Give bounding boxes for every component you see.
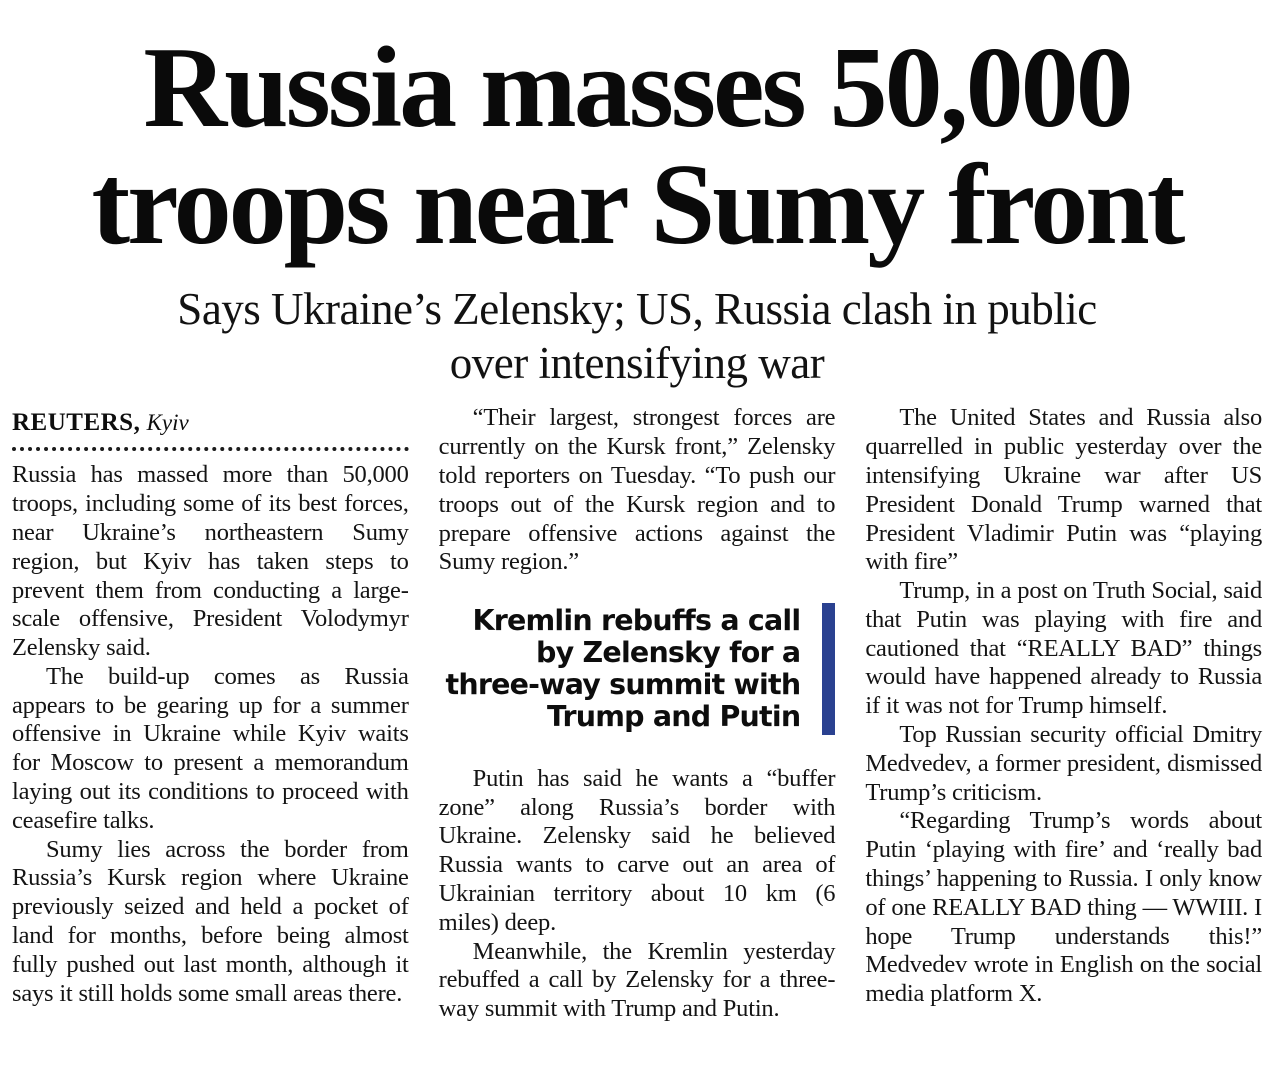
paragraph-col1-3: Sumy lies across the border from Russia’… — [12, 835, 409, 1007]
subheadline-line-1: Says Ukraine’s Zelensky; US, Russia clas… — [177, 284, 1097, 335]
byline-location: Kyiv — [146, 410, 189, 436]
paragraph-col3-1: The United States and Russia also quarre… — [865, 404, 1263, 576]
paragraph-col3-3: Top Russian security official Dmitry Med… — [865, 721, 1263, 806]
paragraph-col3-4: “Regarding Trump’s words about Putin ‘pl… — [865, 807, 1263, 1008]
paragraph-col2-2: Putin has said he wants a “buffer zone” … — [438, 764, 836, 936]
paragraph-col2-lead: “Their largest, strongest forces are cur… — [438, 404, 836, 576]
dotted-divider — [12, 447, 409, 452]
headline: Russia masses 50,000 troops near Sumy fr… — [12, 24, 1262, 270]
subheadline: Says Ukraine’s Zelensky; US, Russia clas… — [12, 282, 1262, 390]
column-2: “Their largest, strongest forces are cur… — [439, 404, 836, 1024]
paragraph-col2-3: Meanwhile, the Kremlin yesterday rebuffe… — [438, 937, 836, 1023]
byline: REUTERS, Kyiv — [12, 404, 409, 438]
paragraph-col3-2: Trump, in a post on Truth Social, said t… — [865, 577, 1263, 720]
column-1: REUTERS, Kyiv Russia has massed more tha… — [12, 404, 409, 1024]
byline-agency: REUTERS, — [12, 409, 141, 437]
article-columns: REUTERS, Kyiv Russia has massed more tha… — [12, 404, 1262, 1024]
paragraph-col1-2: The build-up comes as Russia appears to … — [12, 662, 409, 834]
paragraph-col1-1: Russia has massed more than 50,000 troop… — [12, 461, 409, 662]
subheadline-line-2: over intensifying war — [449, 338, 825, 389]
headline-line-2: troops near Sumy front — [91, 141, 1186, 270]
headline-line-1: Russia masses 50,000 — [143, 24, 1133, 152]
column-3: The United States and Russia also quarre… — [865, 404, 1262, 1024]
pull-quote: Kremlin rebuffs a call by Zelensky for a… — [439, 603, 836, 735]
